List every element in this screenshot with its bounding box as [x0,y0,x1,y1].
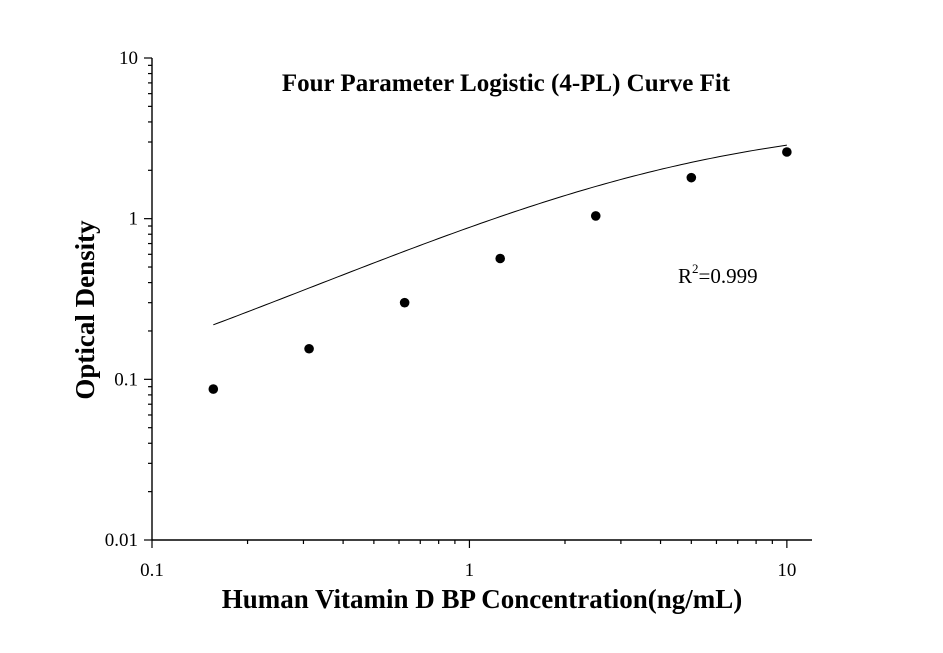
data-point [495,253,505,264]
data-point [686,172,697,183]
data-point [208,384,219,394]
y-axis-ticks: 0.01 0.1 1 10 [105,48,152,551]
y-tick-label: 0.01 [105,530,138,551]
x-tick-label: 10 [777,560,796,581]
y-tick-label: 1 [129,209,139,230]
y-tick-label: 10 [119,48,138,69]
axes [151,58,812,541]
r-squared-superscript: 2 [692,261,699,276]
x-tick-label: 0.1 [140,560,164,581]
x-axis-ticks: 0.1 1 10 [140,540,796,581]
data-point [590,211,601,221]
x-axis-label: Human Vitamin D BP Concentration(ng/mL) [222,584,743,614]
data-point [782,147,792,157]
y-tick-label: 0.1 [114,369,138,390]
y-axis-label: Optical Density [70,220,100,400]
data-point [399,297,410,308]
fit-curve-layer [213,144,787,326]
r-squared-base: R [678,264,692,288]
r-squared-value: =0.999 [699,264,758,288]
data-points [208,147,792,394]
fit-curve [213,144,787,326]
r-squared-annotation: R2=0.999 [678,261,758,288]
data-point [304,343,314,354]
chart-title: Four Parameter Logistic (4-PL) Curve Fit [282,70,731,97]
x-tick-label: 1 [465,560,475,581]
